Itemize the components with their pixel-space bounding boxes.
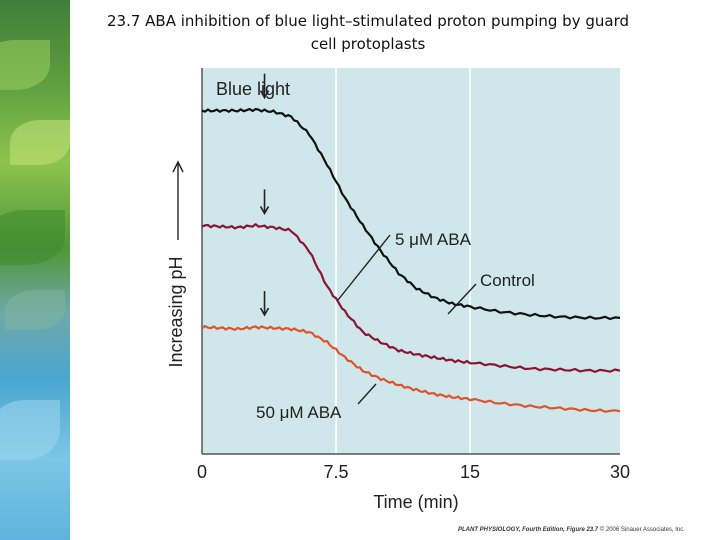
leaf-decoration xyxy=(0,210,65,265)
y-axis-arrow-head xyxy=(172,160,184,173)
leaf-decoration xyxy=(0,400,60,460)
annotation-5um-aba: 5 μM ABA xyxy=(395,230,472,249)
blue-light-arrow-head xyxy=(259,90,270,100)
x-tick-label: 15 xyxy=(460,462,480,482)
blue-light-arrow-head xyxy=(259,307,270,317)
annotation-50um-aba: 50 μM ABA xyxy=(256,403,342,422)
leaf-decoration xyxy=(10,120,70,165)
credit-book: PLANT PHYSIOLOGY, Fourth Edition, Figure… xyxy=(458,527,599,533)
slide-title-line-2: cell protoplasts xyxy=(310,35,426,53)
plot-background xyxy=(202,68,620,454)
x-tick-label: 30 xyxy=(610,462,630,482)
figure-credit: PLANT PHYSIOLOGY, Fourth Edition, Figure… xyxy=(458,527,685,533)
x-tick-label: 7.5 xyxy=(323,462,348,482)
blue-light-arrows xyxy=(259,73,270,317)
slide-title-line-1: 23.7 ABA inhibition of blue light–stimul… xyxy=(107,12,629,30)
y-axis-title-group: Increasing pH xyxy=(166,160,186,368)
series-group xyxy=(201,107,621,413)
annotation-group: 5 μM ABA Control 50 μM ABA xyxy=(256,230,535,422)
leaf-background-strip xyxy=(0,0,70,540)
x-tick-label: 0 xyxy=(197,462,207,482)
leaf-decoration xyxy=(0,40,50,90)
x-tick-labels: 0 7.5 15 30 xyxy=(197,462,630,482)
annotation-leader-line xyxy=(447,283,477,315)
credit-copyright: © 2006 Sinauer Associates, Inc. xyxy=(599,527,685,533)
figure-panel: Blue light 5 μM ABA Control 50 μM ABA 0 7.5… xyxy=(70,62,720,540)
series-line-50um-aba xyxy=(201,325,621,413)
series-line-control xyxy=(201,107,621,321)
blue-light-label: Blue light xyxy=(216,79,290,99)
blue-light-arrow-head xyxy=(259,206,270,216)
annotation-leader-line xyxy=(337,234,391,301)
annotation-control: Control xyxy=(480,271,535,290)
leaf-decoration xyxy=(5,290,65,330)
x-axis-title: Time (min) xyxy=(373,492,458,512)
series-line-5um-aba xyxy=(201,223,621,373)
y-axis-title: Increasing pH xyxy=(166,256,186,367)
annotation-leader-line xyxy=(357,383,377,405)
slide-title: 23.7 ABA inhibition of blue light–stimul… xyxy=(78,10,658,56)
chart: Blue light 5 μM ABA Control 50 μM ABA 0 7.5… xyxy=(166,68,630,512)
